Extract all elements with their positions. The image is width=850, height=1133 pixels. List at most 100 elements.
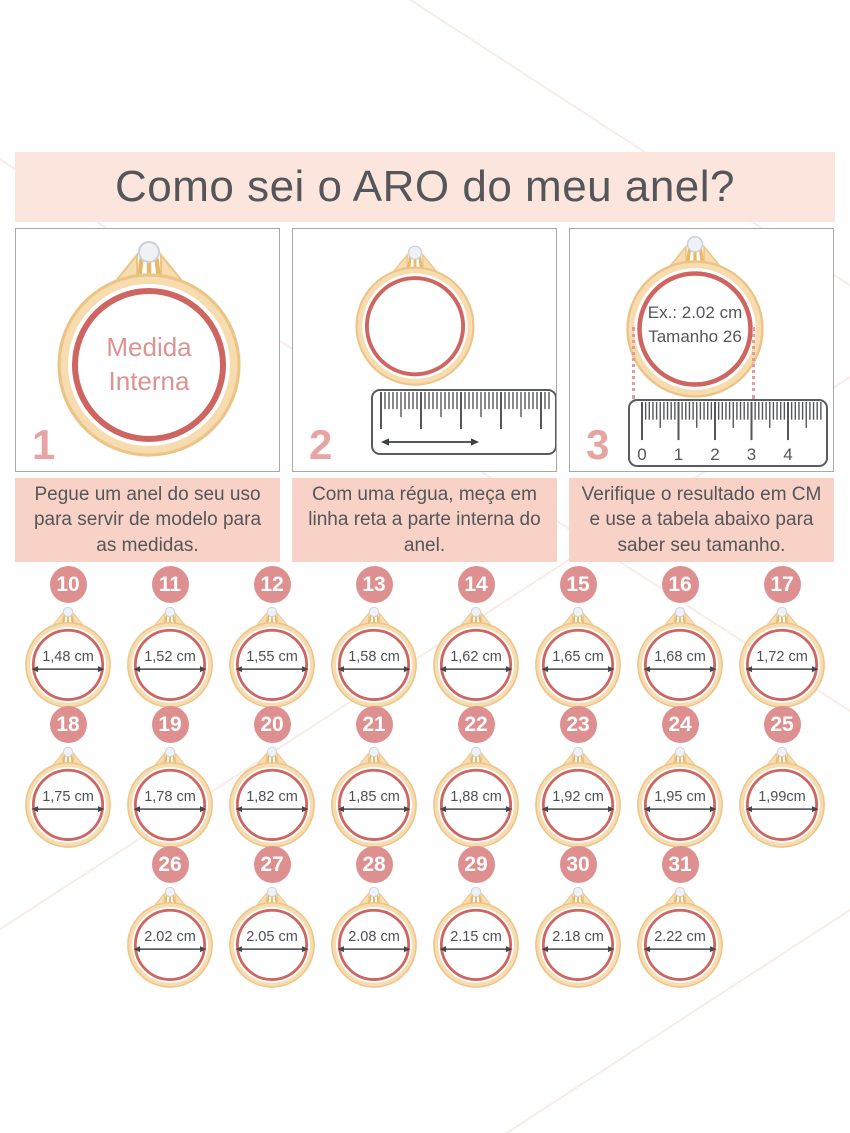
size-item-11: 11 1,52 cm xyxy=(119,566,221,708)
ring-icon: 1,62 cm xyxy=(429,605,523,708)
size-item-21: 21 1,85 cm xyxy=(323,706,425,848)
size-measure-label: 1,62 cm xyxy=(450,649,502,665)
size-badge: 14 xyxy=(457,566,495,603)
diamond-icon xyxy=(164,886,176,898)
ring-icon: 1,72 cm xyxy=(735,605,829,708)
ruler-number: 4 xyxy=(783,445,792,464)
step-box-2: 2 xyxy=(292,228,557,472)
size-badge: 15 xyxy=(559,566,597,603)
size-measure-label: 2.22 cm xyxy=(654,929,706,945)
ring-icon: 1,68 cm xyxy=(633,605,727,708)
size-badge: 21 xyxy=(355,706,393,743)
ring-label-line: Interna xyxy=(108,365,190,396)
diamond-icon xyxy=(266,606,278,618)
ring-icon: 1,65 cm xyxy=(531,605,625,708)
step-number-2: 2 xyxy=(309,421,333,468)
ruler-number: 0 xyxy=(637,445,646,464)
ring-inner-label: Medida Interna xyxy=(49,331,249,399)
step-caption-2: Com uma régua, meça em linha reta a part… xyxy=(292,478,557,562)
size-item-13: 13 1,58 cm xyxy=(323,566,425,708)
ring-icon: 1,88 cm xyxy=(429,745,523,848)
size-measure-label: 1,88 cm xyxy=(450,789,502,805)
diamond-icon xyxy=(776,746,788,758)
diamond-icon xyxy=(62,746,74,758)
size-item-24: 24 1,95 cm xyxy=(629,706,731,848)
size-badge: 17 xyxy=(763,566,801,603)
ring-icon: 1,82 cm xyxy=(225,745,319,848)
ring-icon: 1,95 cm xyxy=(633,745,727,848)
size-badge: 29 xyxy=(457,846,495,883)
size-table-row: 10 1,48 cm 11 1,52 cm 12 1,55 cm 13 1,58 cm 14 1,… xyxy=(15,566,835,708)
step-caption-1: Pegue um anel do seu uso para servir de … xyxy=(15,478,280,562)
ring-icon xyxy=(350,243,480,386)
ring-icon: 1,52 cm xyxy=(123,605,217,708)
diamond-icon xyxy=(572,606,584,618)
diamond-icon xyxy=(164,746,176,758)
size-item-28: 28 2.08 cm xyxy=(323,846,425,988)
size-item-20: 20 1,82 cm xyxy=(221,706,323,848)
size-badge: 10 xyxy=(49,566,87,603)
size-badge: 30 xyxy=(559,846,597,883)
size-measure-label: 1,65 cm xyxy=(552,649,604,665)
ruler-number: 3 xyxy=(747,445,756,464)
ring-example-label: Ex.: 2.02 cm Tamanho 26 xyxy=(620,301,770,349)
diamond-icon xyxy=(368,746,380,758)
ruler-number: 1 xyxy=(674,445,683,464)
size-badge: 23 xyxy=(559,706,597,743)
size-measure-label: 1,58 cm xyxy=(348,649,400,665)
diamond-icon xyxy=(164,606,176,618)
size-badge: 25 xyxy=(763,706,801,743)
ring-icon: 2.18 cm xyxy=(531,885,625,988)
diamond-icon xyxy=(138,241,160,263)
diamond-icon xyxy=(407,245,423,260)
size-badge: 19 xyxy=(151,706,189,743)
size-measure-label: 1,95 cm xyxy=(654,789,706,805)
size-measure-label: 1,99cm xyxy=(758,789,806,805)
size-measure-label: 1,55 cm xyxy=(246,649,298,665)
size-badge: 11 xyxy=(151,566,189,603)
size-item-15: 15 1,65 cm xyxy=(527,566,629,708)
step-box-3: Ex.: 2.02 cm Tamanho 26 0 1 2 3 4 3 xyxy=(569,228,834,472)
size-item-25: 25 1,99cm xyxy=(731,706,833,848)
size-item-18: 18 1,75 cm xyxy=(17,706,119,848)
size-badge: 28 xyxy=(355,846,393,883)
example-size: Tamanho 26 xyxy=(648,326,742,346)
size-measure-label: 2.15 cm xyxy=(450,929,502,945)
size-measure-label: 1,68 cm xyxy=(654,649,706,665)
ring-icon: 1,55 cm xyxy=(225,605,319,708)
step-caption-3: Verifique o resultado em CM e use a tabe… xyxy=(569,478,834,562)
ring-icon xyxy=(49,237,249,457)
ruler-icon: 0 1 2 3 4 xyxy=(628,399,828,467)
step-number-1: 1 xyxy=(32,421,56,468)
size-measure-label: 2.02 cm xyxy=(144,929,196,945)
dotted-guide-line xyxy=(752,327,755,399)
diamond-icon xyxy=(674,606,686,618)
size-measure-label: 1,78 cm xyxy=(144,789,196,805)
size-badge: 16 xyxy=(661,566,699,603)
size-measure-label: 1,72 cm xyxy=(756,649,808,665)
size-item-12: 12 1,55 cm xyxy=(221,566,323,708)
ring-label-line: Medida xyxy=(106,332,192,362)
ring-icon: 1,99cm xyxy=(735,745,829,848)
size-badge: 12 xyxy=(253,566,291,603)
diamond-icon xyxy=(686,236,704,253)
diamond-icon xyxy=(776,606,788,618)
size-measure-label: 1,52 cm xyxy=(144,649,196,665)
size-badge: 26 xyxy=(151,846,189,883)
size-measure-label: 1,82 cm xyxy=(246,789,298,805)
size-badge: 24 xyxy=(661,706,699,743)
size-badge: 20 xyxy=(253,706,291,743)
page-title: Como sei o ARO do meu anel? xyxy=(15,152,835,222)
size-measure-label: 1,85 cm xyxy=(348,789,400,805)
ring-icon: 2.02 cm xyxy=(123,885,217,988)
diamond-icon xyxy=(470,606,482,618)
size-badge: 31 xyxy=(661,846,699,883)
ring-icon: 2.22 cm xyxy=(633,885,727,988)
ring-icon: 1,92 cm xyxy=(531,745,625,848)
diamond-icon xyxy=(674,886,686,898)
size-measure-label: 1,75 cm xyxy=(42,789,94,805)
size-item-23: 23 1,92 cm xyxy=(527,706,629,848)
diamond-icon xyxy=(470,746,482,758)
dotted-guide-line xyxy=(632,327,635,399)
diamond-icon xyxy=(62,606,74,618)
